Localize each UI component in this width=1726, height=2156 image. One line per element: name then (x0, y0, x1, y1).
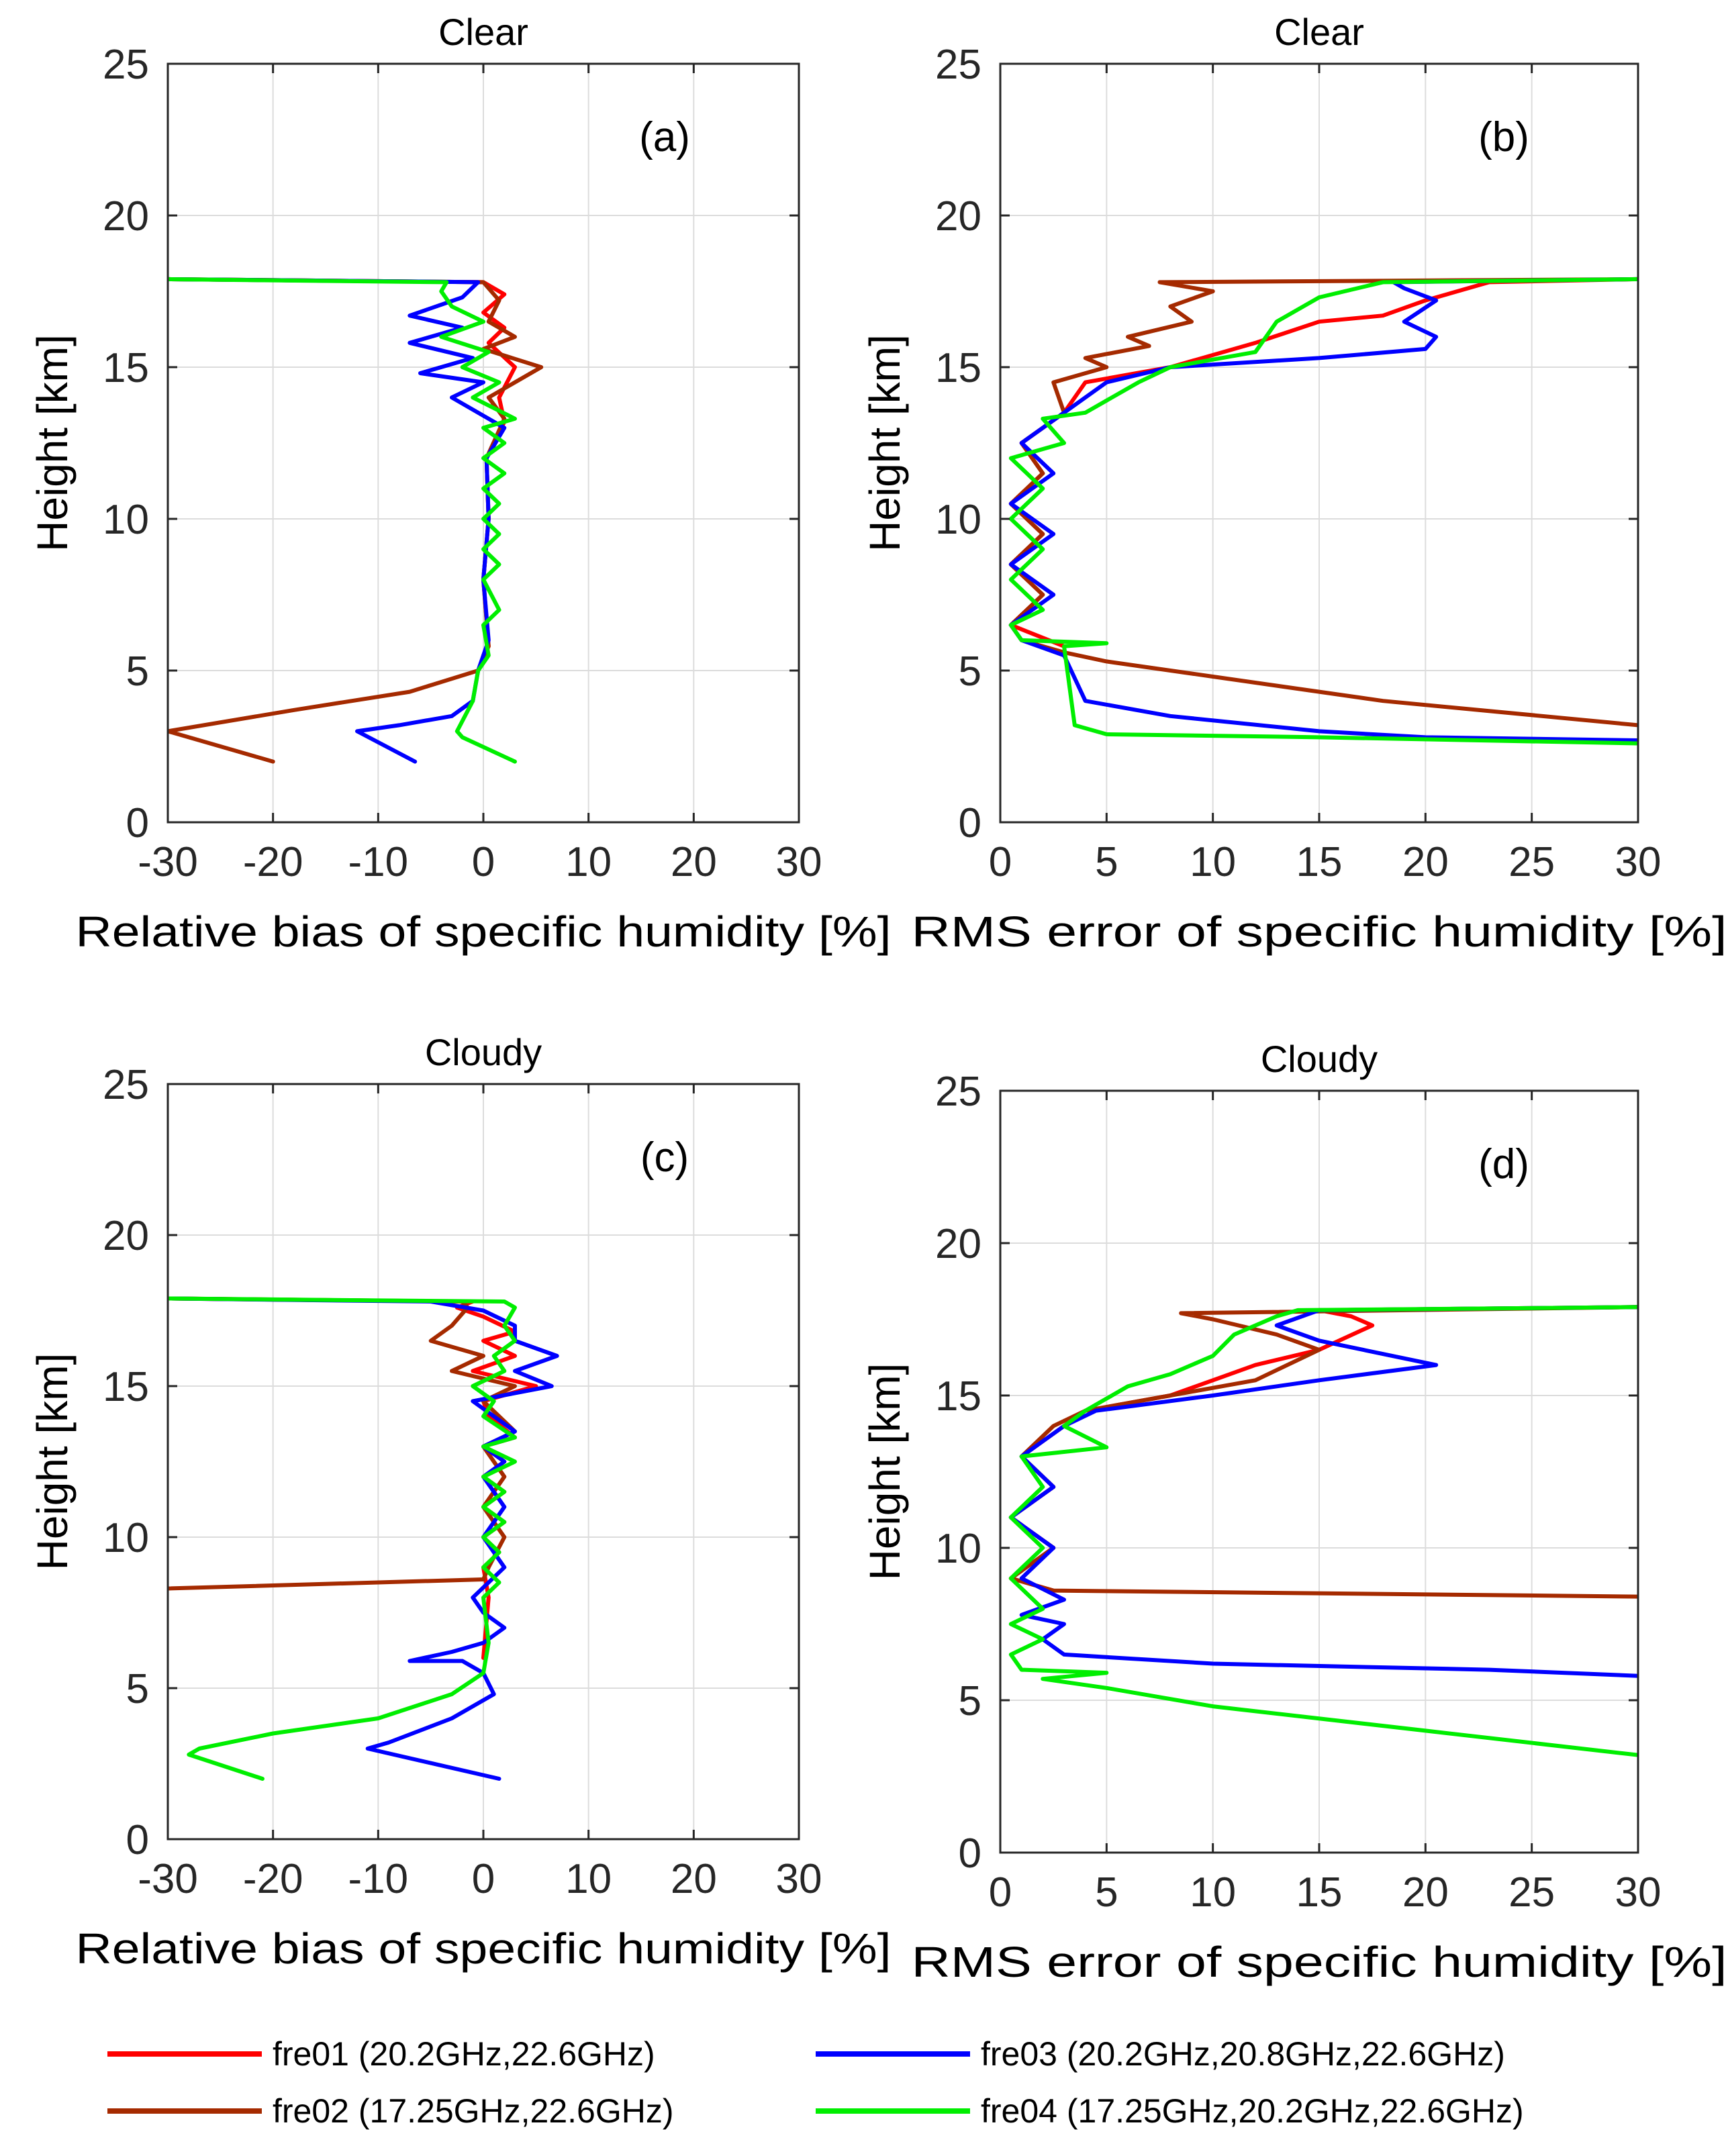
y-tick-label-b: 5 (959, 648, 981, 695)
y-tick-label-c: 25 (103, 1062, 149, 1108)
legend-label-fre03: fre03 (20.2GHz,20.8GHz,22.6GHz) (981, 2035, 1505, 2073)
y-tick-label-d: 10 (935, 1526, 981, 1572)
chart-title-d: Cloudy (1261, 1038, 1378, 1080)
x-tick-label-b: 30 (1615, 839, 1662, 885)
y-tick-label-a: 20 (103, 193, 149, 240)
series-line-fre04-a (168, 277, 517, 764)
series-line-fre03-b (1008, 277, 1638, 742)
y-tick-label-c: 20 (103, 1213, 149, 1259)
x-tick-label-d: 25 (1508, 1869, 1555, 1916)
legend-item-fre03: fre03 (20.2GHz,20.8GHz,22.6GHz) (816, 2030, 1505, 2077)
panel-d: 0 5 10 15 20 25 30 0 5 10 15 20 25 Cloudy (d) RMS error… (861, 1038, 1726, 1986)
x-tick-label-d: 30 (1615, 1869, 1662, 1916)
y-tick-label-d: 25 (935, 1069, 981, 1115)
y-axis-label-d: Height [km] (861, 1363, 909, 1581)
y-tick-label-b: 10 (935, 497, 981, 543)
x-tick-label-c: -10 (348, 1856, 409, 1902)
y-tick-label-c: 15 (103, 1364, 149, 1410)
x-tick-label-c: -20 (243, 1856, 303, 1902)
x-tick-label-b: 15 (1296, 839, 1343, 885)
legend-swatch-fre02 (107, 2108, 262, 2114)
x-tick-label-b: 25 (1508, 839, 1555, 885)
x-tick-label-c: 30 (776, 1856, 822, 1902)
y-tick-label-b: 15 (935, 345, 981, 391)
x-tick-label-d: 20 (1402, 1869, 1449, 1916)
panel-label-a: (a) (639, 114, 690, 160)
panel-label-d: (d) (1478, 1141, 1529, 1187)
y-tick-label-a: 15 (103, 345, 149, 391)
legend-label-fre02: fre02 (17.25GHz,22.6GHz) (273, 2092, 674, 2130)
y-tick-label-a: 10 (103, 497, 149, 543)
y-tick-label-c: 10 (103, 1515, 149, 1561)
series-line-fre02-d (1008, 1305, 1638, 1599)
y-tick-label-d: 15 (935, 1373, 981, 1420)
x-tick-label-c: 20 (671, 1856, 717, 1902)
y-tick-label-b: 0 (959, 800, 981, 846)
y-axis-label-c: Height [km] (28, 1353, 77, 1571)
x-tick-label-c: -30 (138, 1856, 198, 1902)
legend-item-fre01: fre01 (20.2GHz,22.6GHz) (107, 2030, 655, 2077)
legend-label-fre04: fre04 (17.25GHz,20.2GHz,22.6GHz) (981, 2092, 1524, 2130)
x-tick-label-d: 15 (1296, 1869, 1343, 1916)
chart-title-b: Clear (1274, 11, 1364, 53)
legend-swatch-fre03 (816, 2051, 970, 2057)
y-tick-label-a: 0 (126, 800, 149, 846)
x-tick-label-b: 0 (989, 839, 1012, 885)
series-line-fre04-d (1008, 1305, 1638, 1757)
x-tick-label-a: 20 (671, 839, 717, 885)
x-axis-label-b: RMS error of specific humidity [%] (912, 908, 1726, 956)
y-tick-label-d: 5 (959, 1678, 981, 1724)
series-line-fre04-c (168, 1296, 517, 1781)
legend-item-fre04: fre04 (17.25GHz,20.2GHz,22.6GHz) (816, 2088, 1524, 2135)
x-tick-label-a: 10 (565, 839, 612, 885)
x-axis-label-d: RMS error of specific humidity [%] (912, 1938, 1726, 1986)
legend-swatch-fre04 (816, 2108, 970, 2114)
x-axis-label-c: Relative bias of specific humidity [%] (76, 1924, 892, 1973)
y-tick-label-b: 25 (935, 42, 981, 88)
y-axis-label-b: Height [km] (861, 334, 909, 552)
series-line-fre02-b (1008, 277, 1638, 728)
y-tick-label-c: 0 (126, 1817, 149, 1863)
x-tick-label-c: 10 (565, 1856, 612, 1902)
x-tick-label-a: 0 (472, 839, 495, 885)
x-tick-label-d: 5 (1095, 1869, 1118, 1916)
legend-label-fre01: fre01 (20.2GHz,22.6GHz) (273, 2035, 655, 2073)
chart-title-a: Clear (438, 11, 528, 53)
y-tick-label-d: 0 (959, 1830, 981, 1877)
panel-b: 0 5 10 15 20 25 30 0 5 10 15 20 25 Clear (b) RMS error … (861, 11, 1726, 956)
chart-title-c: Cloudy (425, 1031, 542, 1073)
x-tick-label-b: 5 (1095, 839, 1118, 885)
x-tick-label-d: 10 (1190, 1869, 1236, 1916)
panel-label-b: (b) (1478, 114, 1529, 160)
y-tick-label-b: 20 (935, 193, 981, 240)
x-tick-label-a: -20 (243, 839, 303, 885)
series-line-fre04-b (1008, 277, 1638, 746)
x-tick-label-d: 0 (989, 1869, 1012, 1916)
panel-a: -30 -20 -10 0 10 20 30 0 5 10 15 20 25 Clear (a) Relati… (28, 11, 892, 956)
x-tick-label-a: 30 (776, 839, 822, 885)
panel-label-c: (c) (640, 1134, 689, 1181)
y-tick-label-a: 5 (126, 648, 149, 695)
x-tick-label-b: 20 (1402, 839, 1449, 885)
x-tick-label-c: 0 (472, 1856, 495, 1902)
legend-item-fre02: fre02 (17.25GHz,22.6GHz) (107, 2088, 674, 2135)
series-line-fre03-a (168, 277, 507, 764)
y-tick-label-d: 20 (935, 1221, 981, 1267)
legend: fre01 (20.2GHz,22.6GHz) fre02 (17.25GHz,… (107, 2030, 1651, 2145)
x-tick-label-b: 10 (1190, 839, 1236, 885)
legend-swatch-fre01 (107, 2051, 262, 2057)
x-tick-label-a: -10 (348, 839, 409, 885)
y-tick-label-a: 25 (103, 42, 149, 88)
y-tick-label-c: 5 (126, 1666, 149, 1712)
series-line-fre03-d (1008, 1305, 1638, 1678)
panel-c: -30 -20 -10 0 10 20 30 0 5 10 15 20 25 Cloudy (c) Relat… (28, 1031, 892, 1973)
x-axis-label-a: Relative bias of specific humidity [%] (76, 908, 892, 956)
x-tick-label-a: -30 (138, 839, 198, 885)
y-axis-label-a: Height [km] (28, 334, 77, 552)
